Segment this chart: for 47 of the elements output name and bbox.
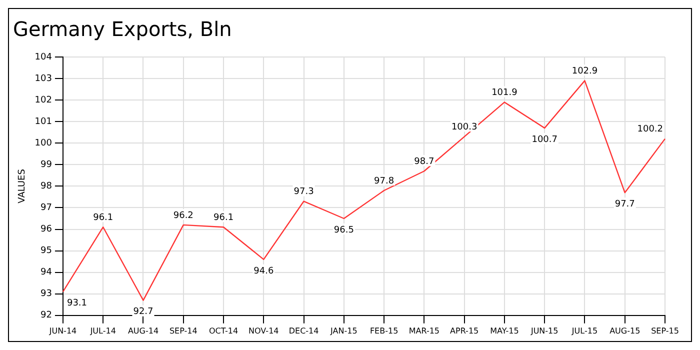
y-tick-label: 95 xyxy=(40,246,52,256)
y-tick-label: 93 xyxy=(40,289,52,300)
data-label: 101.9 xyxy=(492,88,518,98)
x-tick-label: OCT-14 xyxy=(208,326,238,336)
y-tick-label: 92 xyxy=(40,310,52,321)
x-tick-label: FEB-15 xyxy=(370,326,398,336)
y-tick-label: 94 xyxy=(40,268,52,278)
chart-title: Germany Exports, Bln xyxy=(13,17,232,42)
y-tick-label: 101 xyxy=(34,116,52,127)
data-label: 97.3 xyxy=(294,187,314,198)
data-label: 94.6 xyxy=(254,266,274,276)
x-tick-label: JUL-14 xyxy=(89,326,116,336)
y-tick-label: 96 xyxy=(40,224,52,235)
data-label: 96.5 xyxy=(334,225,354,236)
data-label: 98.7 xyxy=(414,156,434,167)
data-label: 93.1 xyxy=(66,298,88,309)
x-tick-label: DEC-14 xyxy=(288,326,319,336)
data-label: 92.7 xyxy=(133,307,154,318)
x-tick-label: SEP-14 xyxy=(169,326,198,336)
y-tick-label: 100 xyxy=(34,138,52,148)
x-tick-label: AUG-14 xyxy=(128,326,159,336)
y-tick-label: 102 xyxy=(34,95,52,106)
x-tick-label: AUG-15 xyxy=(610,326,640,336)
y-tick-label: 98 xyxy=(40,182,52,192)
data-label: 96.1 xyxy=(213,212,234,223)
y-tick-label: 103 xyxy=(34,74,52,84)
x-tick-label: MAR-15 xyxy=(408,326,440,336)
data-label: 102.9 xyxy=(572,66,598,77)
x-tick-label: JAN-15 xyxy=(330,326,358,336)
data-label: 97.8 xyxy=(374,176,394,186)
y-tick-label: 97 xyxy=(40,203,52,214)
x-tick-label: APR-15 xyxy=(450,326,479,336)
x-tick-label: MAY-15 xyxy=(490,326,519,336)
x-tick-label: JUN-15 xyxy=(530,326,558,336)
data-label: 100.2 xyxy=(637,124,663,135)
y-axis-title: VALUES xyxy=(18,168,28,204)
data-label: 96.2 xyxy=(173,210,194,221)
x-tick-label: NOV-14 xyxy=(248,326,279,336)
y-tick-label: 104 xyxy=(34,52,52,62)
x-tick-label: SEP-15 xyxy=(651,326,679,336)
data-label: 97.7 xyxy=(614,200,635,210)
data-label: 96.1 xyxy=(93,212,114,223)
x-tick-label: JUN-14 xyxy=(48,326,77,336)
x-tick-label: JUL-15 xyxy=(570,326,598,336)
data-label: 100.3 xyxy=(451,122,478,133)
y-tick-label: 99 xyxy=(40,160,52,170)
data-label: 100.7 xyxy=(532,134,558,145)
